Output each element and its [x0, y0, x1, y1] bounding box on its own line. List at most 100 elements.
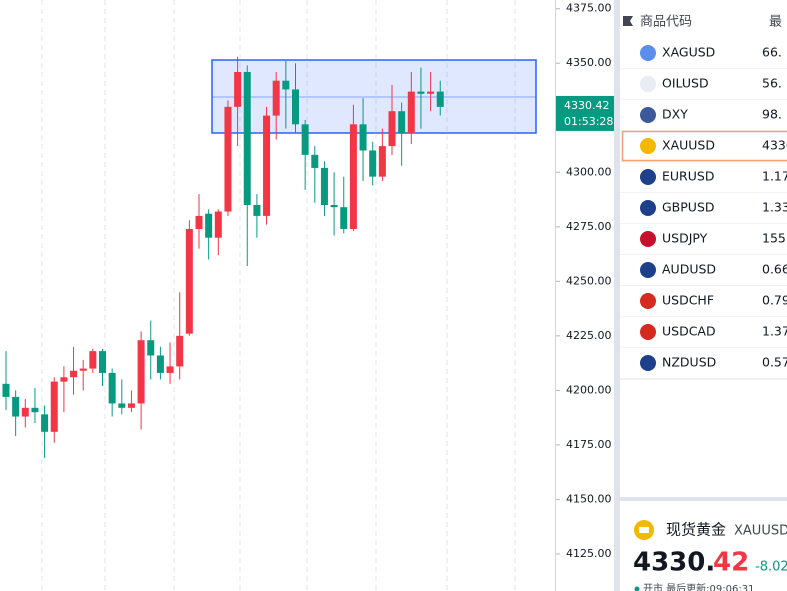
y-tick-label: 4150.00: [566, 492, 612, 505]
candle-body: [292, 89, 299, 125]
symbol: USDCAD: [662, 324, 716, 339]
candle-body: [243, 71, 251, 205]
y-tick-label: 4225.00: [566, 329, 612, 342]
candle-body: [359, 124, 367, 151]
price-countdown: 01:53:28: [564, 115, 613, 128]
symbol: NZDUSD: [662, 355, 716, 370]
symbol: USDCHF: [662, 293, 714, 308]
price: 56.: [762, 76, 782, 91]
detail-price-dec: 42: [713, 548, 749, 578]
symbol: USDJPY: [662, 231, 708, 246]
detail-price-int: 4330.: [633, 548, 715, 578]
selected-row: [621, 130, 787, 162]
candle-body: [108, 372, 116, 404]
symbol: AUDUSD: [662, 262, 716, 277]
detail-symbol: XAUUSD: [734, 524, 787, 539]
candle-body: [99, 351, 106, 373]
y-tick-label: 4300.00: [566, 165, 612, 178]
symbol-icon: [640, 231, 656, 247]
symbol-icon: [640, 262, 656, 278]
price: 1.17: [762, 169, 787, 184]
candle-body: [330, 204, 338, 208]
candle-body: [127, 403, 135, 408]
y-tick-label: 4175.00: [566, 438, 612, 451]
candle-body: [436, 91, 444, 107]
price-axis: 4375.004350.004325.004300.004275.004250.…: [556, 2, 614, 560]
candle-body: [60, 377, 68, 382]
y-tick-label: 4375.00: [566, 2, 612, 15]
detail-change: -8.02: [755, 560, 787, 575]
symbol-icon: [640, 355, 656, 371]
candle-body: [427, 91, 435, 94]
price-label-box: [556, 95, 614, 131]
symbol-icon: [640, 169, 656, 185]
candle-body: [195, 215, 203, 229]
y-tick-label: 4350.00: [566, 56, 612, 69]
price: 0.66: [762, 262, 787, 277]
symbol: GBPUSD: [662, 200, 715, 215]
candle-body: [50, 381, 58, 432]
candle-body: [340, 207, 348, 229]
candle-body: [205, 213, 213, 238]
candle-body: [118, 403, 126, 408]
price: 1.37: [762, 324, 787, 339]
price: 4330: [762, 138, 787, 153]
candle-body: [253, 204, 261, 216]
candle-body: [301, 124, 309, 155]
symbol-icon: [640, 200, 656, 216]
candle-body: [41, 414, 49, 432]
symbol-icon: [640, 45, 656, 61]
panel-splitter[interactable]: [614, 0, 620, 591]
candle-body: [12, 396, 20, 417]
y-tick-label: 4250.00: [566, 274, 612, 287]
flag-icon: [623, 16, 633, 26]
price-label: 4330.42: [564, 99, 610, 112]
candle-body: [70, 370, 78, 378]
symbol-icon: [640, 138, 656, 154]
candle-body: [282, 80, 290, 90]
candle-body: [224, 106, 232, 212]
status-dot: [634, 586, 640, 591]
candle-body: [31, 407, 39, 413]
candle-body: [166, 366, 174, 373]
y-tick-label: 4275.00: [566, 220, 612, 233]
header-price: 最: [769, 15, 782, 30]
y-tick-label: 4125.00: [566, 547, 612, 560]
candle-body: [89, 351, 97, 369]
detail: 现货黄金 XAUUSD 4330. 42 -8.02 开市 最后更新:09:06…: [633, 520, 787, 591]
header-symbol: 商品代码: [640, 15, 692, 30]
symbol: EURUSD: [662, 169, 714, 184]
watchlist: 商品代码 最 XAGUSD 66. OILUSD 56. DXY 98. XAUUSD 433…: [620, 15, 787, 380]
price: 155.: [762, 231, 787, 246]
candle-body: [156, 355, 164, 373]
candle-body: [349, 124, 357, 229]
symbol-icon: [640, 324, 656, 340]
symbol: OILUSD: [662, 76, 709, 91]
candle-body: [137, 340, 145, 404]
price: 66.: [762, 45, 782, 60]
detail-status: 开市 最后更新:09:06:31: [643, 582, 754, 591]
price: 0.79: [762, 293, 787, 308]
candle-body: [2, 383, 10, 397]
symbol: DXY: [662, 107, 688, 122]
candle-body: [147, 340, 155, 356]
detail-name: 现货黄金: [666, 521, 726, 539]
candle-body: [311, 154, 319, 168]
candle-body: [417, 91, 425, 94]
price: 0.57: [762, 355, 787, 370]
candle-body: [272, 80, 280, 116]
price: 98.: [762, 107, 782, 122]
candle-body: [407, 91, 415, 134]
candle-body: [176, 335, 184, 367]
candle-body: [21, 407, 29, 417]
symbol-icon: [640, 107, 656, 123]
candle-body: [234, 71, 242, 107]
candle-body: [214, 211, 222, 238]
candle-body: [378, 146, 386, 177]
candles: [2, 56, 444, 458]
candle-body: [369, 150, 377, 177]
candle-body: [79, 368, 87, 371]
candle-body: [320, 167, 328, 205]
